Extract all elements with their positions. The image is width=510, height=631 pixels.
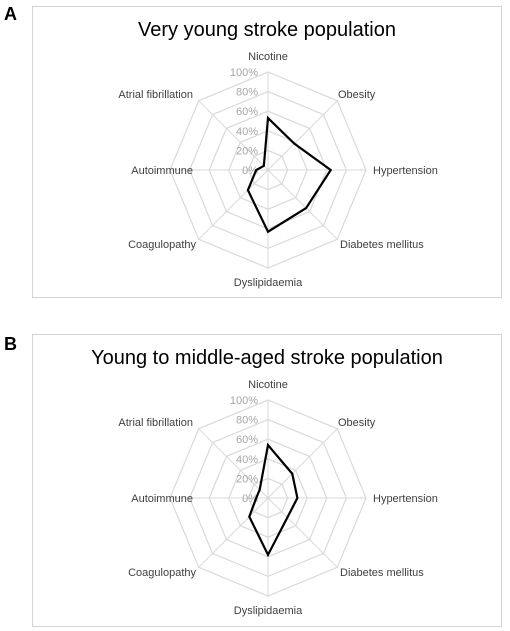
grid-spoke	[267, 428, 338, 499]
tick-label: 20%	[236, 473, 258, 485]
category-label: Coagulopathy	[128, 239, 196, 251]
panel-b-frame: Young to middle-aged stroke population	[32, 334, 502, 627]
category-label: Autoimmune	[131, 165, 193, 177]
tick-label: 80%	[236, 415, 258, 427]
tick-label: 40%	[236, 126, 258, 138]
tick-label: 60%	[236, 434, 258, 446]
category-label: Obesity	[338, 89, 376, 101]
series-line	[248, 442, 299, 558]
category-label: Coagulopathy	[128, 567, 196, 579]
grid-spoke	[198, 428, 269, 499]
grid-spoke	[267, 169, 338, 240]
category-label: Autoimmune	[131, 493, 193, 505]
tick-label: 20%	[236, 145, 258, 157]
panel-a-frame: Very young stroke population	[32, 6, 502, 298]
grid-spoke	[198, 169, 269, 240]
category-label: Hypertension	[373, 493, 438, 505]
panel-a-letter: A	[4, 4, 17, 24]
panel-a-title: Very young stroke population	[138, 19, 396, 41]
category-label: Atrial fibrillation	[118, 417, 193, 429]
grid-spoke	[198, 100, 269, 171]
category-label: Dyslipidaemia	[234, 605, 303, 617]
grid-spoke	[198, 497, 269, 568]
grid-spoke	[267, 497, 338, 568]
tick-label: 60%	[236, 106, 258, 118]
category-label: Atrial fibrillation	[118, 89, 193, 101]
tick-label: 100%	[230, 67, 258, 79]
tick-label: 40%	[236, 454, 258, 466]
category-label: Diabetes mellitus	[340, 239, 424, 251]
category-label: Dyslipidaemia	[234, 277, 303, 289]
panel-b-letter: B	[4, 334, 17, 354]
category-label: Obesity	[338, 417, 376, 429]
tick-label: 100%	[230, 395, 258, 407]
category-label: Hypertension	[373, 165, 438, 177]
panel-b-title: Young to middle-aged stroke population	[91, 347, 443, 369]
category-label: Nicotine	[248, 51, 288, 63]
category-label: Diabetes mellitus	[340, 567, 424, 579]
category-label: Nicotine	[248, 379, 288, 391]
series-line	[246, 115, 333, 234]
grid-spoke	[267, 100, 338, 171]
tick-label: 80%	[236, 87, 258, 99]
